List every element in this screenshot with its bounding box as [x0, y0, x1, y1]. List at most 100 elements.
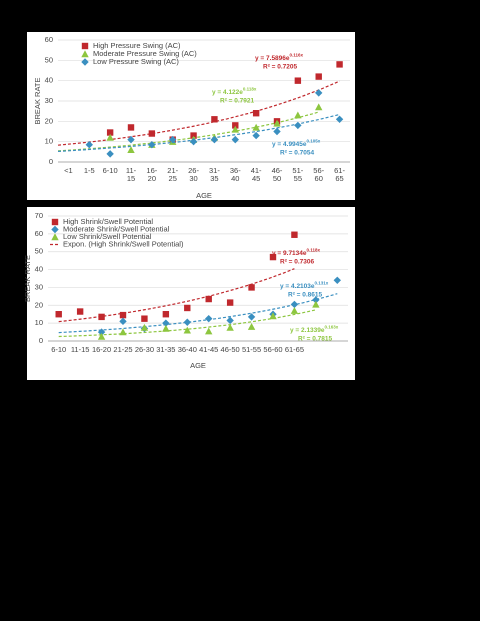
marker [140, 323, 149, 331]
marker [127, 146, 135, 153]
y-tick-label: 40 [35, 265, 43, 274]
marker [85, 141, 93, 149]
r-squared: R² = 0.7815 [298, 336, 333, 343]
x-tick-label: 46-50 [272, 166, 283, 183]
marker [226, 299, 234, 306]
equation-exponent: 0.118x [307, 248, 321, 253]
x-tick-label: 21-25 [167, 166, 178, 183]
marker [312, 296, 320, 304]
x-tick-label-part: 46- [272, 166, 283, 175]
equation-base: y = 7.5896e [255, 55, 290, 62]
marker [119, 317, 127, 326]
trend-equation: y = 9.7134e0.118x [272, 248, 321, 257]
marker [226, 323, 234, 331]
x-tick-label: 11-15 [126, 166, 137, 183]
marker [294, 77, 302, 84]
marker [336, 61, 343, 68]
marker [315, 103, 323, 111]
x-tick-label: 36-40 [178, 345, 197, 354]
x-tick-label-part: 26- [188, 166, 199, 175]
x-tick-label: 31-35 [209, 166, 220, 183]
y-tick-label: 60 [45, 35, 53, 44]
x-tick-label-part: 16- [146, 166, 157, 175]
r-squared: R² = 0.7921 [220, 98, 255, 105]
marker [315, 89, 323, 97]
x-tick-label: 26-30 [188, 166, 199, 183]
y-tick-label: 10 [35, 318, 43, 327]
r-squared: R² = 0.7205 [263, 64, 298, 71]
y-axis-label: BREAK RATE [33, 78, 42, 125]
trend-equation: y = 4.2103e0.131x [280, 281, 329, 290]
marker [290, 300, 299, 309]
marker [148, 141, 156, 149]
trend-line [58, 293, 338, 334]
marker [226, 316, 234, 325]
marker [97, 328, 106, 336]
marker [205, 295, 212, 303]
x-axis-label: AGE [190, 361, 206, 370]
x-tick-label: 6-10 [103, 166, 118, 175]
marker [290, 306, 299, 314]
marker [184, 304, 191, 312]
x-tick-label-part: 61- [334, 166, 345, 175]
y-tick-label: 30 [45, 96, 53, 105]
marker [333, 276, 341, 284]
equation-base: y = 4.2103e [280, 283, 315, 290]
marker [252, 131, 260, 140]
marker [211, 116, 218, 123]
x-tick-label-part: 36- [230, 166, 241, 175]
marker [162, 324, 170, 332]
x-tick-label-part: 40 [231, 174, 239, 183]
y-tick-label: 50 [45, 55, 53, 64]
legend-label: Low Shrink/Swell Potential [63, 232, 152, 241]
y-tick-label: 20 [45, 116, 53, 125]
marker [81, 42, 89, 50]
x-tick-label: 16-20 [92, 345, 111, 354]
equation-exponent: 0.116x [290, 53, 304, 58]
equation-exponent: 0.105x [307, 139, 321, 144]
y-axis-label: BREAK RATE [23, 255, 32, 302]
equation-base: y = 4.122e [212, 89, 243, 96]
equation-exponent: 0.118x [243, 87, 257, 92]
marker [98, 313, 105, 321]
trend-equation: y = 4.9945e0.105x [272, 139, 321, 148]
y-tick-label: 0 [39, 336, 43, 345]
x-tick-label-part: 41- [251, 166, 262, 175]
x-tick-label: 51-55 [242, 345, 261, 354]
x-axis-label: AGE [196, 191, 212, 200]
x-tick-label-part: 25 [169, 174, 177, 183]
marker [335, 115, 344, 123]
x-tick-label: 31-35 [156, 345, 175, 354]
marker [232, 122, 239, 129]
x-tick-label-part: 51- [292, 166, 303, 175]
x-tick-label: 46-50 [221, 345, 240, 354]
marker [231, 125, 239, 133]
x-tick-label-part: 15 [127, 174, 135, 183]
legend-label: Moderate Shrink/Swell Potential [63, 224, 170, 233]
legend-label: Low Pressure Swing (AC) [93, 57, 179, 66]
x-tick-label-part: 21- [167, 166, 178, 175]
y-tick-label: 30 [35, 282, 43, 291]
marker [294, 111, 302, 119]
marker [119, 311, 127, 319]
marker [127, 124, 135, 131]
marker [190, 132, 197, 139]
marker [76, 308, 84, 315]
x-tick-label: 61-65 [334, 166, 345, 183]
marker [81, 58, 89, 66]
x-tick-label-part: 31- [209, 166, 220, 175]
x-tick-label: 21-25 [113, 345, 132, 354]
marker [273, 119, 281, 127]
marker [269, 312, 277, 320]
x-tick-label-part: 35 [210, 174, 218, 183]
x-tick-label: 6-10 [51, 345, 66, 354]
trend-line [57, 113, 340, 152]
x-tick-label: 1-5 [84, 166, 95, 175]
x-tick-label: 61-65 [285, 345, 304, 354]
legend-label: High Shrink/Swell Potential [63, 217, 153, 226]
y-tick-label: 20 [35, 300, 43, 309]
marker [247, 323, 256, 330]
marker [55, 311, 62, 318]
